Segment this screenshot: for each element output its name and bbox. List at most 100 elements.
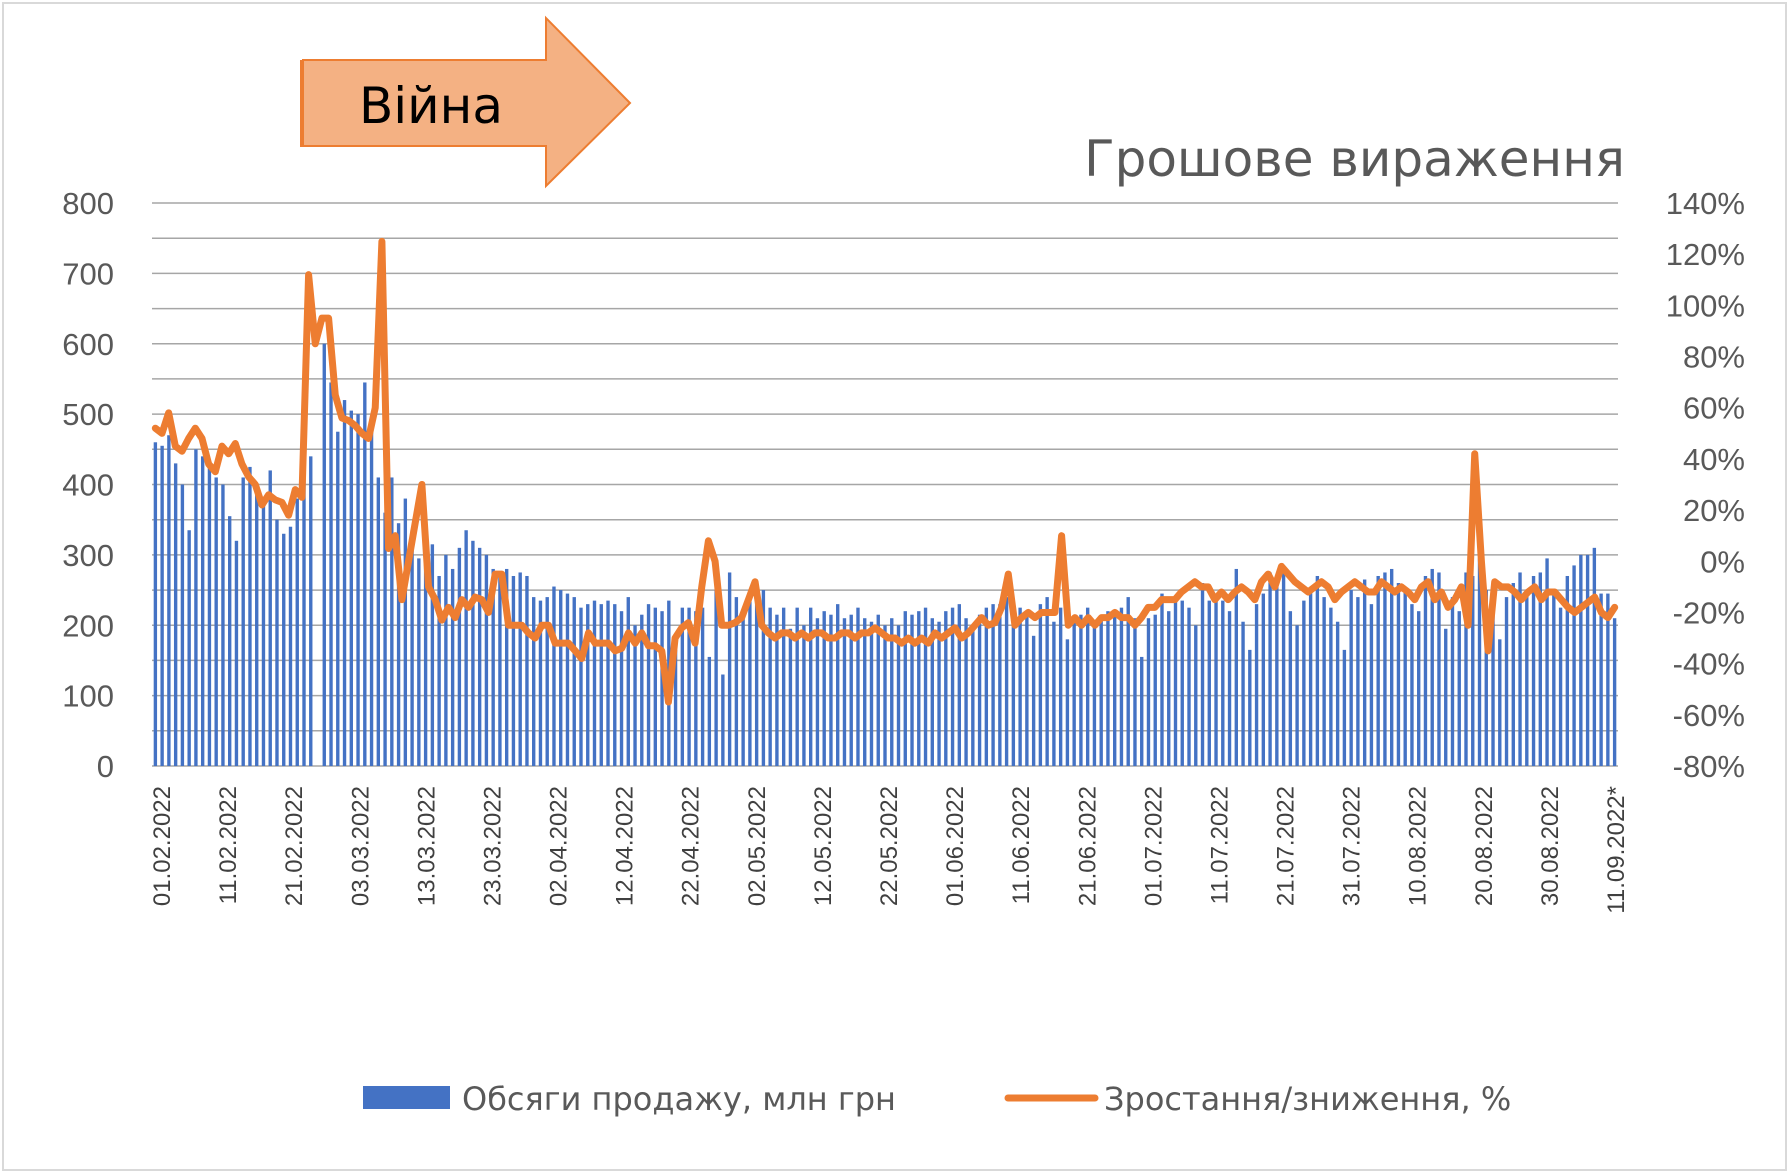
bar [187,530,191,766]
bar [1052,621,1056,766]
bar [680,607,685,766]
bar [815,618,820,766]
bar [761,590,766,766]
x-tick-label: 11.07.2022 [1207,786,1234,904]
bar [1558,607,1563,766]
bar [896,625,901,766]
bar [1187,607,1191,766]
bar [1268,572,1272,766]
x-tick-label: 03.03.2022 [347,786,374,906]
right-tick-label: 120% [1666,237,1745,272]
left-tick-label: 0 [97,749,114,784]
bar [734,597,739,766]
bar [309,456,313,766]
bar [687,607,691,766]
bar [586,604,590,766]
bar [1356,597,1360,766]
bar [1464,572,1468,766]
bar [1417,611,1421,766]
bar [1315,575,1320,766]
bar [1437,572,1441,766]
bar [917,611,921,766]
bar [160,445,164,766]
bar [173,463,178,766]
right-tick-label: 100% [1666,288,1745,323]
bar [234,540,239,766]
bar [998,604,1002,766]
bar [349,410,353,766]
x-tick-label: 23.03.2022 [480,786,507,906]
bar-series [153,343,1617,767]
bar [207,466,212,766]
bar [572,597,576,766]
bar [1092,625,1097,766]
bar [971,628,975,766]
bar [579,607,583,766]
bar [1572,565,1576,766]
bar [1140,656,1144,766]
growth-line [151,237,1619,706]
bar [457,547,462,766]
bar [1484,590,1488,766]
left-tick-label: 100 [62,679,114,714]
bar [302,473,306,766]
bar [1214,597,1218,766]
x-tick-label: 12.05.2022 [810,786,837,906]
bar [1045,597,1049,766]
bar [1579,554,1583,767]
bar [984,607,989,766]
bar [1146,618,1151,766]
bar [957,604,961,766]
bar [1538,572,1542,766]
right-tick-label: 140% [1666,186,1745,221]
x-tick-label: 22.04.2022 [678,786,705,906]
bar [1423,575,1428,766]
bar [194,449,198,766]
bar [200,456,205,766]
bar [498,572,502,766]
bar [856,607,860,766]
right-tick-label: -20% [1673,596,1745,631]
bar [484,554,489,767]
bar [444,554,448,767]
bar [559,590,563,766]
bar [937,621,941,766]
bar [1362,579,1367,766]
bar [1254,604,1259,766]
bar [653,607,657,766]
bar [1275,583,1279,766]
war-label: Війна [359,77,503,135]
right-tick-label: -80% [1673,749,1745,784]
bar [748,590,752,766]
bar [518,572,522,766]
bar [1396,583,1401,766]
x-tick-label: 11.06.2022 [1008,786,1035,904]
bar [356,414,360,767]
bar [1207,600,1211,766]
bar [1113,614,1117,766]
bar [504,568,509,766]
bar [1430,568,1434,766]
bar [390,477,394,766]
bar [849,614,853,766]
right-tick-label: 80% [1683,340,1745,375]
bar [809,607,813,766]
bar [890,618,894,766]
bar [1133,618,1137,766]
bar [754,597,759,766]
bar [423,547,428,766]
bar [1031,635,1036,766]
bar [180,484,185,766]
left-tick-label: 400 [62,468,114,503]
bar [417,558,421,766]
bar [606,600,610,766]
bar [727,572,732,766]
bar [910,614,914,766]
bar [599,604,603,766]
bar [775,614,779,766]
left-tick-label: 300 [62,538,114,573]
bar [1126,597,1130,766]
bar [836,604,840,766]
bar [545,597,549,766]
